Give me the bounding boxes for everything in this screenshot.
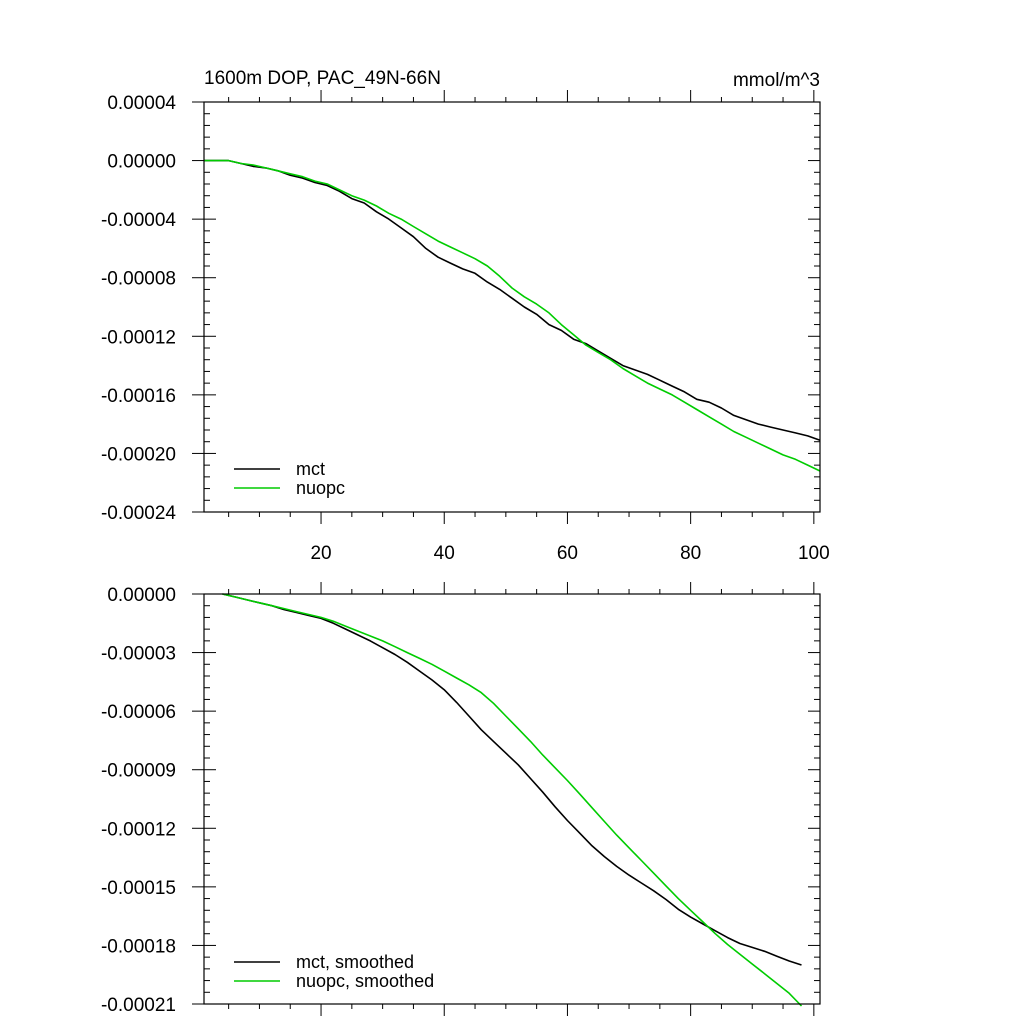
y-tick-label: -0.00009 <box>101 761 176 782</box>
x-tick-label: 80 <box>680 543 701 564</box>
units-label: mmol/m^3 <box>733 70 820 91</box>
series-line-mct <box>222 593 802 966</box>
y-tick-label: -0.00024 <box>101 503 176 524</box>
y-tick-label: -0.00004 <box>101 210 176 231</box>
y-tick-label: -0.00018 <box>101 936 176 957</box>
y-tick-label: -0.00003 <box>101 644 176 665</box>
legend-label: mct <box>296 459 325 479</box>
y-tick-label: 0.00000 <box>107 152 176 173</box>
plot-frame <box>203 101 821 513</box>
x-tick-label: 20 <box>310 543 331 564</box>
y-tick-label: -0.00012 <box>101 819 176 840</box>
y-tick-label: 0.00004 <box>107 93 176 114</box>
x-tick-label: 60 <box>557 543 578 564</box>
bottom-chart-panel: 0.00000 -0.00003 -0.00006 -0.00009 -0.00012 -… <box>101 582 821 1016</box>
x-tick-label: 100 <box>798 543 830 564</box>
y-tick-label: 0.00000 <box>107 585 176 606</box>
y-tick-label: -0.00006 <box>101 702 176 723</box>
y-tick-label: -0.00016 <box>101 386 176 407</box>
legend-label: mct, smoothed <box>296 952 414 972</box>
series-line-nuopc <box>204 159 821 472</box>
legend-label: nuopc <box>296 478 345 498</box>
y-tick-label: -0.00008 <box>101 269 176 290</box>
y-tick-label: -0.00021 <box>101 995 176 1016</box>
y-tick-label: -0.00020 <box>101 444 176 465</box>
legend-label: nuopc, smoothed <box>296 971 434 991</box>
series-line-mct <box>204 159 821 442</box>
plot-frame <box>203 593 821 1005</box>
top-chart-panel: 1600m DOP, PAC_49N-66N mmol/m^3 0.00004 0… <box>101 68 830 564</box>
series-line-nuopc <box>222 593 803 1007</box>
y-tick-label: -0.00015 <box>101 878 176 899</box>
x-tick-label: 40 <box>434 543 455 564</box>
chart-title: 1600m DOP, PAC_49N-66N <box>204 68 441 89</box>
y-tick-label: -0.00012 <box>101 327 176 348</box>
